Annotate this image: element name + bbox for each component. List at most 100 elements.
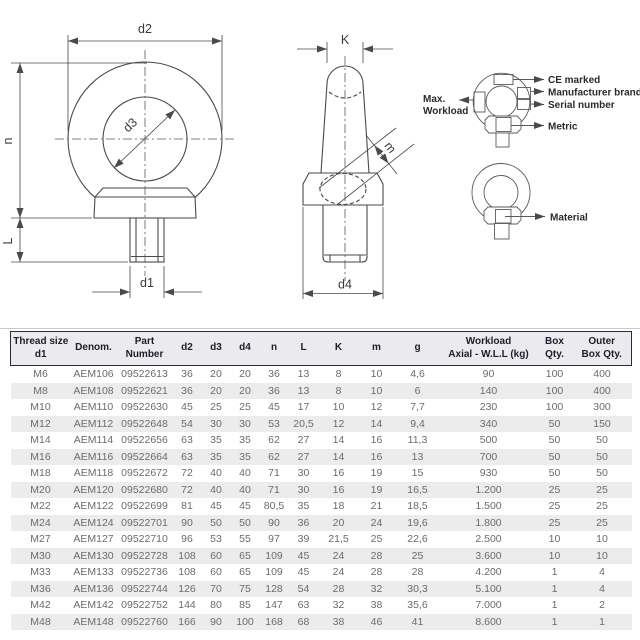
dim-label-n: n	[1, 137, 15, 144]
table-cell: 09522613	[121, 368, 168, 380]
legend-base	[484, 115, 522, 134]
table-cell: 19	[370, 467, 383, 479]
manufacturer-brand-patch	[517, 87, 531, 99]
table-cell: M36	[30, 582, 51, 595]
table-cell: AEM136	[73, 582, 114, 595]
threaded-shank	[129, 217, 165, 263]
table-cell: 10	[370, 384, 383, 397]
table-cell: 20	[239, 384, 251, 397]
table-cell: 40	[239, 483, 251, 496]
table-cell: 144	[178, 599, 196, 611]
table-cell: 10	[596, 549, 608, 562]
callout-serial-number: Serial number	[548, 100, 615, 111]
table-cell: 20	[210, 368, 222, 380]
table-row: M12 AEM112 09522648 54 30 30 53 20,5 12 14 9,4 340 5…	[10, 415, 632, 432]
legend-inner-hole	[485, 85, 518, 118]
table-cell: 126	[178, 582, 196, 595]
table-cell: AEM118	[73, 467, 114, 479]
table-cell: 12	[370, 401, 383, 413]
table-cell: 108	[178, 549, 196, 562]
table-cell: 40	[239, 467, 251, 479]
table-cell: 18	[332, 500, 345, 512]
table-cell: 22,6	[407, 533, 428, 545]
table-cell: 27	[297, 434, 310, 446]
table-row: M36 AEM136 09522744 126 70 75 128 54 28 32 30,3 5.1…	[10, 580, 632, 597]
extension-line	[318, 127, 397, 189]
table-cell: 20	[332, 516, 345, 529]
table-cell: M16	[30, 450, 51, 463]
callout-manufacturer-brand: Manufacturer brand	[548, 88, 640, 99]
table-row: M10 AEM110 09522630 45 25 25 45 17 10 12 7,7 230 100…	[11, 399, 632, 416]
table-cell: 45	[297, 549, 310, 562]
table-cell: 09522656	[121, 434, 168, 446]
table-cell: 25	[596, 516, 608, 529]
dim-label-L: L	[1, 237, 15, 244]
table-cell: 25	[596, 483, 608, 496]
table-cell: 25	[548, 483, 561, 496]
table-cell: 13	[411, 450, 424, 463]
table-cell: M12	[30, 417, 51, 430]
table-cell: 09522680	[121, 483, 168, 496]
legend-inner-hole	[483, 175, 519, 210]
table-cell: 10	[596, 533, 608, 545]
table-cell: 20	[239, 368, 251, 380]
table-cell: 12	[332, 417, 345, 430]
table-cell: 230	[479, 401, 498, 413]
table-cell: M18	[30, 467, 51, 479]
table-cell: 09522664	[121, 450, 168, 463]
table-cell: 70	[210, 582, 222, 595]
table-cell: AEM120	[73, 483, 114, 496]
table-cell: 63	[181, 434, 193, 446]
table-cell: AEM148	[73, 615, 114, 628]
table-cell: 930	[479, 467, 498, 479]
table-row: M18 AEM118 09522672 72 40 40 71 30 16 19 15 930 50 50	[11, 465, 632, 482]
table-cell: 30	[297, 483, 310, 496]
table-cell: 09522701	[121, 516, 168, 529]
table-cell: 81	[181, 500, 193, 512]
table-cell: 28	[411, 566, 424, 578]
table-row: M22 AEM122 09522699 81 45 45 80,5 35 18 21 18,5 1.5…	[11, 498, 632, 515]
table-cell: AEM106	[73, 368, 114, 380]
table-row: M42 AEM142 09522752 144 80 85 147 63 32 38 35,6 7.0…	[11, 597, 632, 614]
table-cell: 50	[239, 516, 251, 529]
table-cell: 1.500	[475, 500, 502, 512]
table-cell: 36	[181, 368, 193, 380]
table-cell: 53	[268, 417, 280, 430]
column-header: Denom.	[70, 331, 117, 366]
column-header: Workload Axial - W.L.L (kg)	[440, 331, 537, 366]
table-cell: 18,5	[407, 500, 428, 512]
column-header: Box Qty.	[536, 331, 573, 366]
table-cell: 35	[210, 434, 222, 446]
legend-shank	[495, 132, 510, 148]
table-cell: 09522744	[121, 582, 168, 595]
table-cell: M24	[30, 516, 51, 529]
table-cell: 5.100	[475, 582, 502, 595]
dimension-arrow-m	[374, 145, 384, 156]
table-cell: 100	[545, 401, 564, 413]
hidden-hole-arc	[328, 91, 362, 99]
table-cell: 25	[370, 533, 383, 545]
callout-max-workload-line2: Workload	[423, 106, 468, 117]
table-cell: 13	[297, 384, 310, 397]
column-header: Thread size d1	[10, 331, 71, 366]
table-row: M14 AEM114 09522656 63 35 35 62 27 14 16 11,3 500 50…	[11, 432, 632, 449]
table-cell: 14	[370, 417, 383, 430]
table-cell: 35	[210, 450, 222, 463]
table-cell: 71	[268, 467, 280, 479]
table-cell: 340	[479, 417, 498, 430]
table-cell: 19,6	[407, 516, 428, 529]
table-cell: 24	[332, 549, 345, 562]
table-cell: 14	[332, 434, 345, 446]
table-cell: 30,3	[407, 582, 428, 595]
table-cell: 09522736	[121, 566, 168, 578]
table-cell: AEM110	[73, 401, 114, 413]
callout-ce-marked: CE marked	[548, 75, 600, 86]
table-cell: 1.200	[475, 483, 502, 496]
callout-max-workload-line1: Max.	[423, 94, 445, 105]
table-cell: 36	[181, 384, 193, 397]
table-cell: 1	[599, 615, 605, 628]
table-cell: 72	[181, 483, 193, 496]
table-cell: AEM124	[73, 516, 114, 529]
table-cell: 27	[297, 450, 310, 463]
